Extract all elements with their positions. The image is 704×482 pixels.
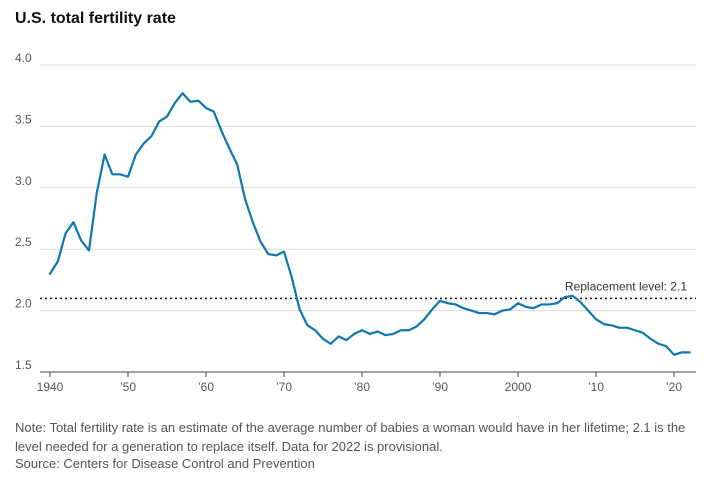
fertility-rate-line (48, 92, 691, 356)
y-tick-label: 1.5 (15, 358, 32, 372)
y-tick-label: 3.5 (15, 112, 32, 126)
chart-title: U.S. total fertility rate (15, 10, 176, 27)
x-tick-label: ’50 (120, 380, 136, 394)
replacement-label: Replacement level: 2.1 (565, 279, 687, 293)
x-tick-label: ’70 (276, 380, 292, 394)
series-layer (48, 92, 691, 356)
x-tick-label: 2000 (505, 380, 532, 394)
x-tick-label: ’90 (432, 380, 448, 394)
y-tick-label: 2.5 (15, 235, 32, 249)
x-tick-label: ’20 (666, 380, 682, 394)
gridlines (40, 64, 696, 312)
y-tick-label: 3.0 (15, 174, 32, 188)
x-tick-label: ’60 (198, 380, 214, 394)
chart-source: Source: Centers for Disease Control and … (15, 456, 315, 471)
chart-note: Note: Total fertility rate is an estimat… (15, 420, 686, 454)
x-axis: 1940 ’50 ’60 ’70 ’80 ’90 2000 ’10 ’20 (37, 371, 696, 394)
x-tick-label: 1940 (37, 380, 64, 394)
replacement-level: Replacement level: 2.1 (40, 279, 696, 300)
x-tick-label: ’80 (354, 380, 370, 394)
y-axis-ticks: 4.0 3.5 3.0 2.5 2.0 1.5 (15, 51, 32, 372)
x-tick-label: ’10 (588, 380, 604, 394)
y-tick-label: 4.0 (15, 51, 32, 65)
y-tick-label: 2.0 (15, 297, 32, 311)
